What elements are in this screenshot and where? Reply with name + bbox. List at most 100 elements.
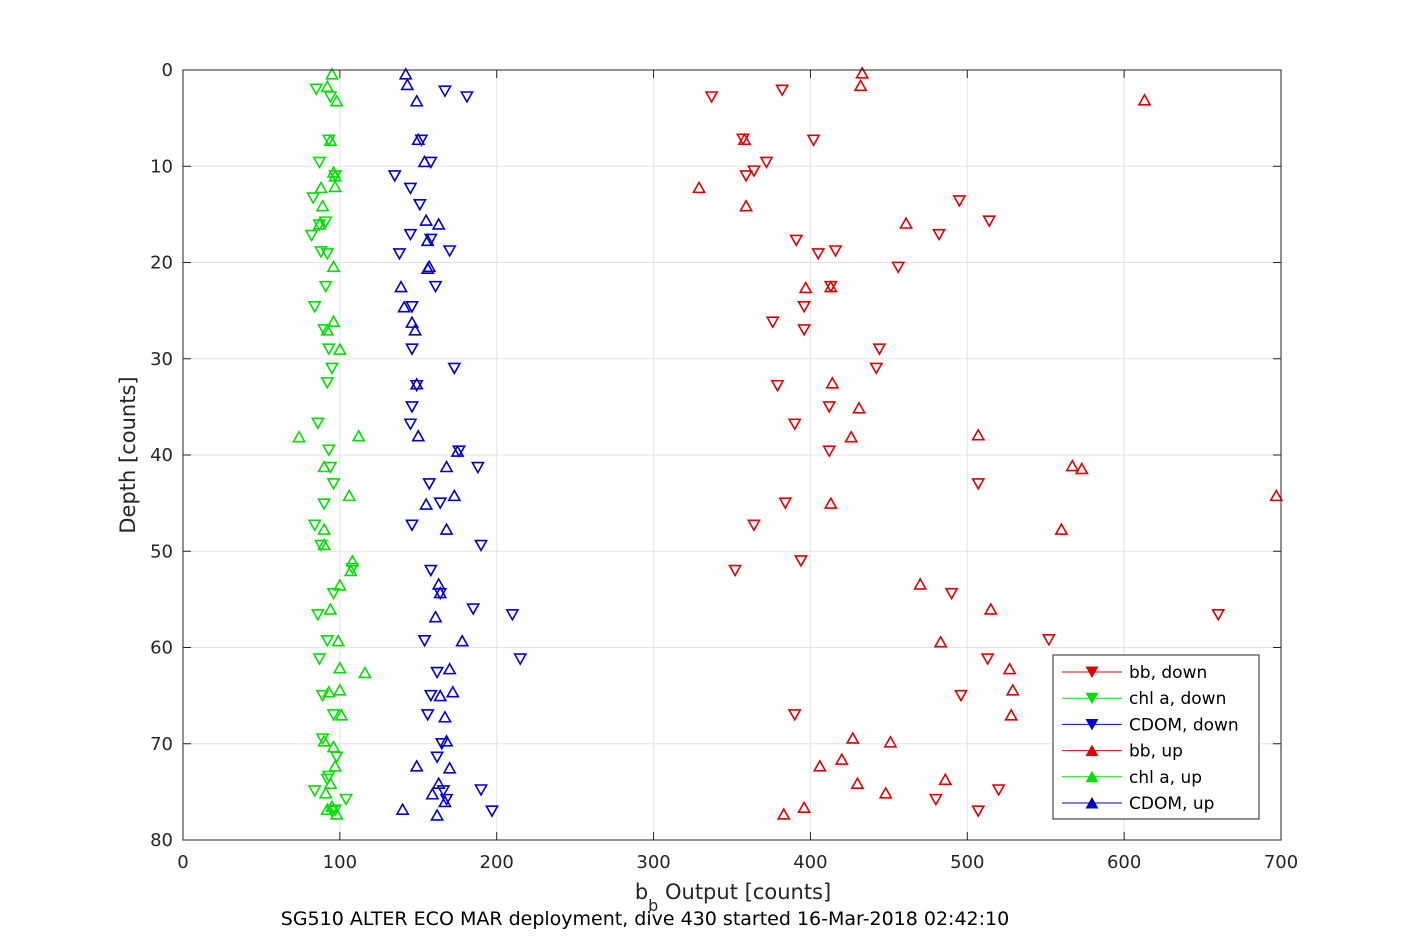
data-point xyxy=(326,709,341,722)
y-tick-label: 20 xyxy=(150,253,173,274)
data-point xyxy=(332,342,347,355)
data-point xyxy=(828,245,843,258)
data-point xyxy=(470,461,485,475)
data-point xyxy=(811,248,826,261)
data-point xyxy=(1004,708,1019,721)
data-point xyxy=(310,417,325,430)
x-tick-label: 300 xyxy=(636,852,670,873)
data-point xyxy=(852,401,867,414)
data-point xyxy=(438,85,452,98)
data-point xyxy=(420,233,435,247)
data-point xyxy=(739,199,754,212)
data-point xyxy=(433,497,448,510)
data-point xyxy=(405,301,419,314)
data-point xyxy=(778,497,793,510)
data-point xyxy=(318,216,333,229)
data-point xyxy=(844,430,859,443)
data-point xyxy=(423,564,438,578)
data-point xyxy=(292,430,307,443)
data-point xyxy=(944,587,959,601)
data-point xyxy=(787,709,802,722)
data-point xyxy=(430,751,445,764)
data-point xyxy=(806,134,821,147)
data-point xyxy=(692,180,707,194)
x-axis-label-subscript: b xyxy=(648,896,658,915)
data-point xyxy=(306,192,321,205)
data-point xyxy=(414,134,429,147)
data-point xyxy=(759,156,774,169)
data-point xyxy=(431,776,446,789)
data-point xyxy=(307,519,322,532)
data-point xyxy=(312,156,327,169)
data-point xyxy=(332,578,347,591)
data-point xyxy=(323,133,338,147)
x-tick-label: 700 xyxy=(1264,852,1298,873)
chart-caption: SG510 ALTER ECO MAR deployment, dive 430… xyxy=(281,908,1009,930)
y-tick-label: 70 xyxy=(150,734,173,755)
legend-box xyxy=(1052,654,1260,820)
data-point xyxy=(822,445,837,458)
data-point xyxy=(314,180,328,194)
data-point xyxy=(812,759,827,772)
legend-marker xyxy=(1085,666,1099,678)
x-tick-label: 0 xyxy=(177,852,188,873)
data-point xyxy=(823,279,838,293)
data-point xyxy=(855,66,870,79)
data-point xyxy=(420,709,435,722)
legend-marker xyxy=(1085,744,1099,757)
data-point xyxy=(1137,93,1152,106)
x-axis-label-rest: Output [counts] xyxy=(658,880,831,904)
x-axis-label: bb Output [counts] xyxy=(635,880,831,915)
data-point xyxy=(433,689,448,702)
data-point xyxy=(321,444,336,457)
data-point xyxy=(339,793,354,807)
data-point xyxy=(513,653,528,666)
data-point xyxy=(438,710,452,723)
data-point xyxy=(1054,522,1069,535)
data-point xyxy=(358,665,372,679)
data-point xyxy=(312,217,327,230)
series-bb-up xyxy=(692,66,1284,820)
data-point xyxy=(878,786,893,799)
data-point xyxy=(797,324,812,337)
data-point xyxy=(430,666,445,680)
legend: bb, down chl a, down CDOM, down bb, up chl a… xyxy=(1052,654,1260,820)
data-point xyxy=(913,577,928,590)
data-point xyxy=(447,488,462,502)
data-point xyxy=(971,805,986,818)
data-point xyxy=(747,519,761,532)
data-point xyxy=(798,280,813,294)
data-point xyxy=(425,787,440,800)
legend-marker xyxy=(1085,770,1099,783)
data-point xyxy=(1041,634,1056,647)
data-point xyxy=(869,362,884,375)
data-point xyxy=(309,83,324,96)
data-point xyxy=(825,376,840,389)
data-point xyxy=(423,233,438,246)
data-point xyxy=(433,586,448,599)
data-point xyxy=(320,248,335,261)
data-point xyxy=(474,539,488,553)
data-point xyxy=(822,401,837,414)
data-point xyxy=(775,84,790,97)
data-point xyxy=(405,343,419,356)
data-point xyxy=(325,362,339,375)
legend-entry-label: chl a, up xyxy=(1129,768,1202,788)
data-point xyxy=(411,132,426,146)
data-point xyxy=(1005,683,1020,696)
data-point xyxy=(872,343,887,356)
data-point xyxy=(928,793,943,807)
data-point xyxy=(932,228,947,242)
data-point xyxy=(307,785,322,798)
data-point xyxy=(329,94,344,107)
data-point xyxy=(737,132,752,146)
legend-marker xyxy=(1085,692,1099,705)
legend-entry-label: bb, up xyxy=(1129,742,1183,762)
data-point xyxy=(439,522,454,535)
data-point xyxy=(419,497,434,510)
x-tick-label: 100 xyxy=(323,852,357,873)
data-point xyxy=(428,610,443,623)
data-point xyxy=(466,603,481,616)
data-point xyxy=(403,228,418,242)
data-point xyxy=(1269,488,1284,502)
